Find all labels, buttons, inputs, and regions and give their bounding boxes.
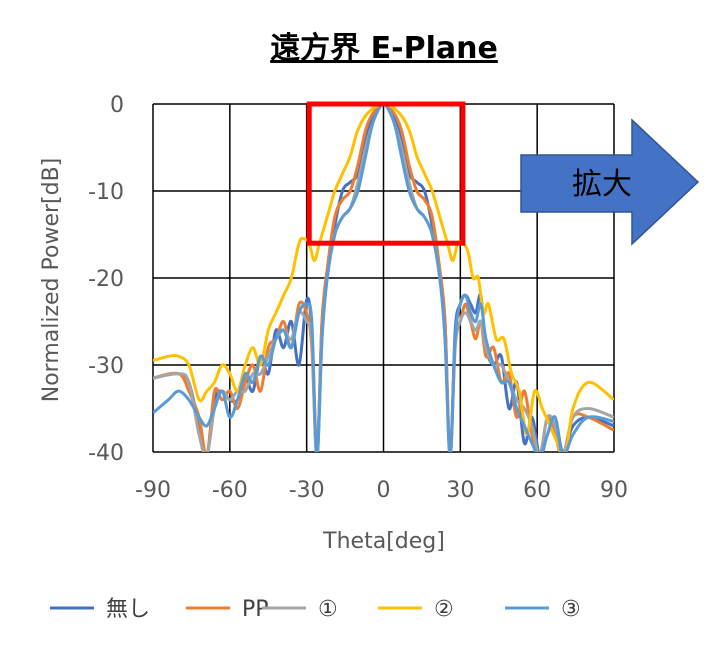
x-tick-label: 0 (377, 478, 391, 503)
x-tick-labels: -90 -60 -30 0 30 60 90 (135, 478, 628, 503)
y-tick-label: -30 (88, 354, 124, 379)
arrow-shape (520, 118, 700, 246)
legend-label-②: ② (434, 597, 454, 622)
y-tick-label: 0 (110, 93, 124, 118)
x-axis-label: Theta[deg] (322, 529, 445, 554)
y-tick-label: -20 (88, 267, 124, 292)
y-tick-label: -10 (88, 180, 124, 205)
x-tick-label: -60 (212, 478, 248, 503)
x-tick-label: 90 (600, 478, 628, 503)
arrow-label: 拡大 (572, 167, 632, 202)
legend-label-無し: 無し (106, 597, 150, 622)
y-tick-labels: 0 -10 -20 -30 -40 (88, 93, 124, 466)
chart-title: 遠方界 E-Plane (270, 31, 498, 66)
y-tick-label: -40 (88, 441, 124, 466)
legend-label-③: ③ (561, 597, 581, 622)
zoom-arrow: 拡大 (520, 118, 700, 246)
highlight-box (306, 101, 466, 246)
x-tick-label: 30 (446, 478, 474, 503)
y-axis-label: Normalized Power[dB] (39, 158, 64, 403)
x-tick-label: 60 (523, 478, 551, 503)
x-tick-label: -30 (289, 478, 325, 503)
x-tick-label: -90 (135, 478, 171, 503)
legend: 無し PP ① ② ③ (50, 597, 581, 622)
legend-label-①: ① (318, 597, 338, 622)
